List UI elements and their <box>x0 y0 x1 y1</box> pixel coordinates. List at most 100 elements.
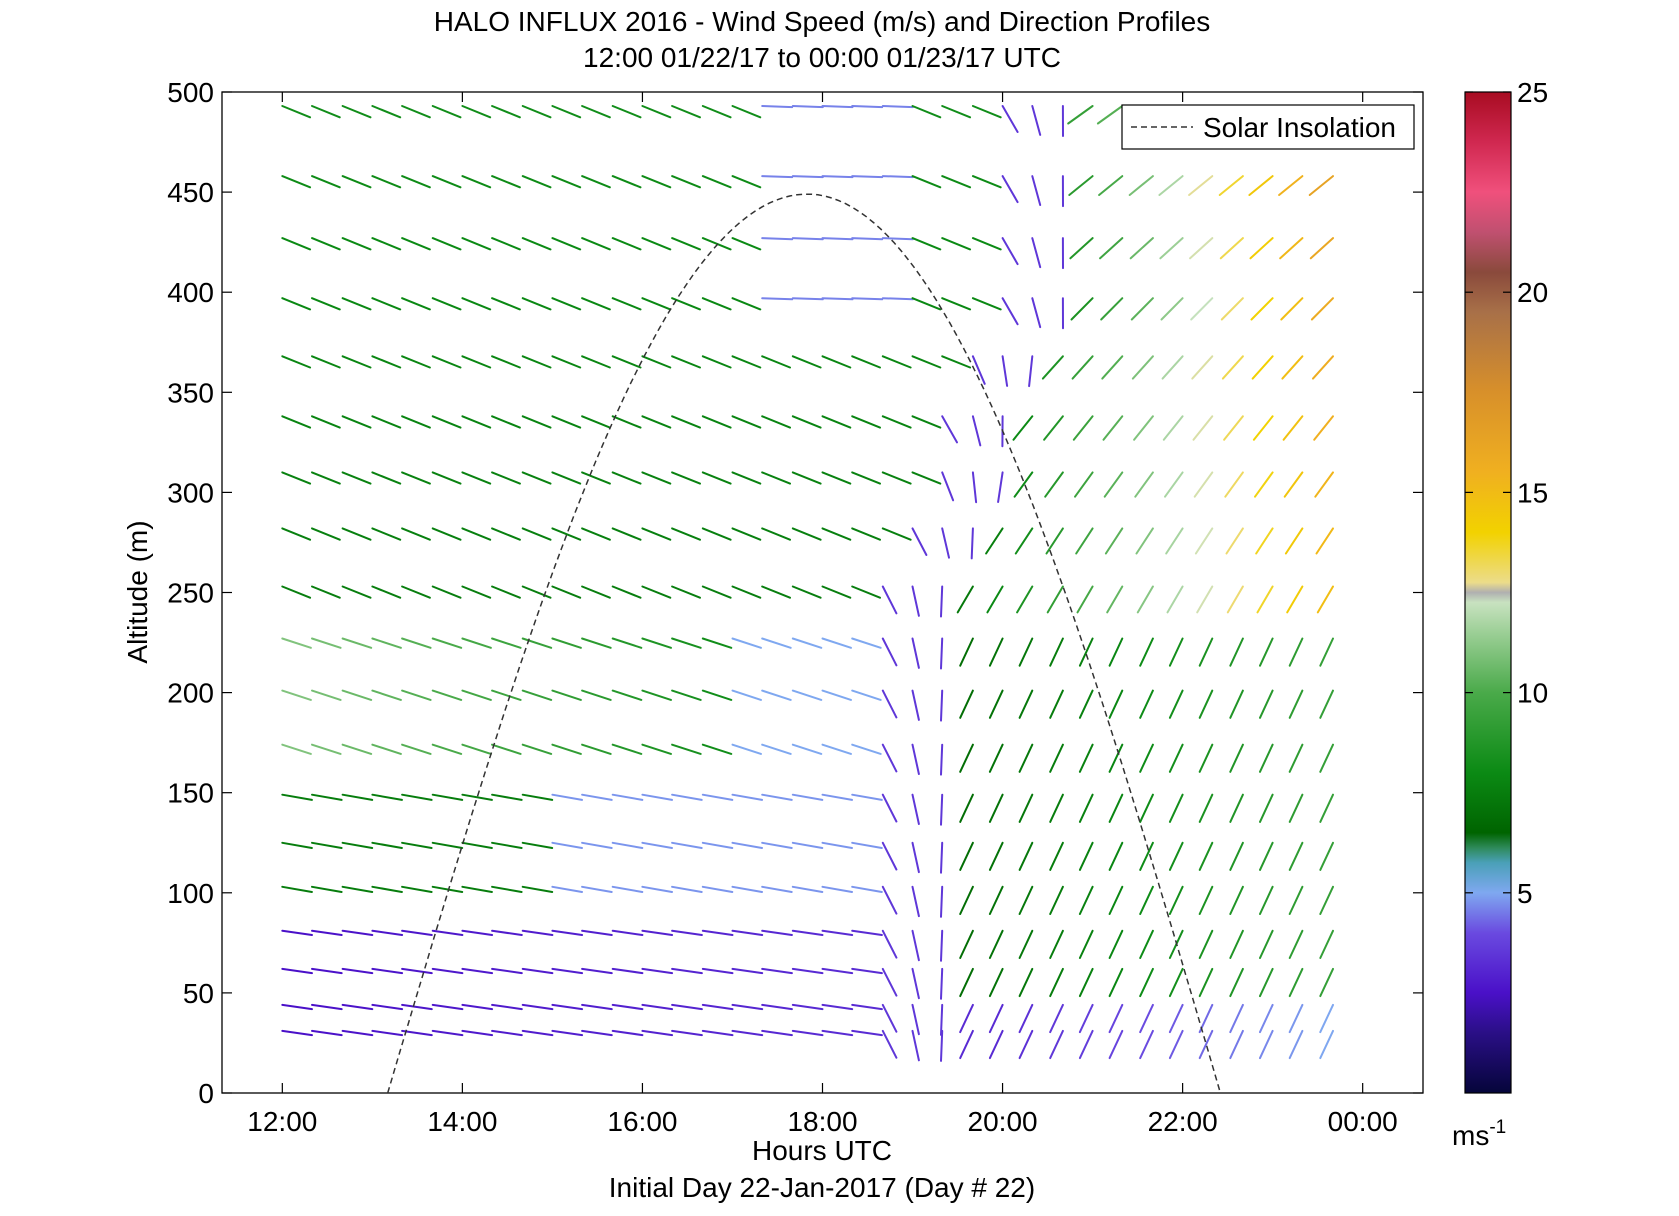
wind-arrow <box>791 885 824 893</box>
wind-arrow <box>791 415 822 429</box>
wind-arrow <box>821 585 852 599</box>
wind-arrow <box>491 297 521 311</box>
wind-arrow <box>791 175 824 179</box>
wind-arrow <box>761 415 791 429</box>
wind-arrow <box>1229 929 1244 959</box>
wind-arrow <box>1319 841 1334 871</box>
wind-arrow <box>371 885 403 893</box>
wind-arrow <box>821 637 852 649</box>
wind-arrow <box>701 527 732 541</box>
y-tick-label: 300 <box>167 477 214 508</box>
wind-arrow <box>731 585 762 599</box>
wind-vector-field <box>281 105 1334 1062</box>
wind-arrow <box>521 237 552 251</box>
wind-arrow <box>821 237 854 241</box>
wind-arrow <box>491 415 521 429</box>
wind-arrow <box>281 841 313 849</box>
wind-arrow <box>551 585 582 599</box>
wind-arrow <box>1108 793 1124 823</box>
wind-arrow <box>1319 1003 1334 1034</box>
wind-arrow <box>641 585 672 599</box>
wind-arrow <box>1001 355 1009 387</box>
wind-arrow <box>1259 841 1274 871</box>
wind-arrow <box>941 297 972 311</box>
wind-arrow <box>611 355 642 369</box>
x-tick-label: 18:00 <box>787 1106 857 1137</box>
wind-arrow <box>461 175 492 189</box>
wind-arrow <box>911 885 920 918</box>
wind-arrow <box>1018 885 1034 915</box>
wind-arrow <box>1139 743 1154 773</box>
wind-arrow <box>1129 237 1154 260</box>
wind-arrow <box>1312 355 1334 380</box>
wind-arrow <box>641 793 673 801</box>
wind-arrow <box>341 105 372 119</box>
wind-arrow <box>281 527 312 541</box>
wind-arrow <box>341 1029 374 1037</box>
wind-arrow <box>988 743 1004 773</box>
wind-arrow <box>371 471 402 485</box>
wind-arrow <box>851 967 883 975</box>
wind-arrow <box>611 297 642 311</box>
y-tick-label: 450 <box>167 177 214 208</box>
wind-arrow <box>521 415 552 429</box>
wind-arrow <box>731 743 762 755</box>
wind-arrow <box>1314 471 1334 498</box>
wind-arrow <box>988 841 1004 871</box>
colorbar-unit-label: ms-1 <box>1452 1117 1506 1151</box>
wind-arrow <box>491 105 521 119</box>
wind-arrow <box>461 471 492 485</box>
wind-arrow <box>1288 793 1304 823</box>
wind-arrow <box>1159 237 1184 260</box>
wind-arrow <box>431 105 462 119</box>
wind-arrow <box>281 105 312 119</box>
wind-arrow <box>911 237 942 251</box>
wind-arrow <box>1168 1003 1184 1034</box>
wind-arrow <box>371 415 402 429</box>
wind-arrow <box>311 841 343 849</box>
wind-arrow <box>401 743 432 755</box>
wind-arrow <box>461 585 492 599</box>
wind-arrow <box>521 885 554 893</box>
wind-arrow <box>881 689 898 719</box>
wind-arrow <box>401 841 433 849</box>
wind-arrow <box>1108 841 1124 871</box>
wind-arrow <box>1198 637 1214 667</box>
wind-arrow <box>611 793 644 801</box>
wind-arrow <box>941 471 955 502</box>
wind-arrow <box>1067 105 1094 125</box>
wind-arrow <box>988 929 1004 959</box>
wind-arrow <box>1168 637 1184 667</box>
wind-arrow <box>1134 471 1154 498</box>
wind-arrow <box>641 471 672 485</box>
wind-arrow <box>959 885 974 915</box>
wind-arrow <box>985 527 1004 555</box>
wind-arrow <box>431 689 463 701</box>
wind-arrow <box>491 743 522 755</box>
wind-arrow <box>611 105 642 119</box>
wind-arrow <box>1286 585 1304 614</box>
wind-arrow <box>731 237 762 251</box>
wind-arrow <box>341 415 372 429</box>
wind-arrow <box>881 175 914 179</box>
wind-arrow <box>941 237 972 251</box>
wind-arrow <box>1198 1029 1214 1060</box>
wind-arrow <box>311 967 343 975</box>
wind-arrow <box>1218 175 1244 196</box>
wind-arrow <box>761 637 792 649</box>
wind-arrow <box>791 793 824 801</box>
wind-arrow <box>1196 585 1214 614</box>
wind-arrow <box>821 841 853 849</box>
wind-arrow <box>371 929 404 936</box>
wind-arrow <box>959 1003 974 1034</box>
wind-arrow <box>940 841 944 874</box>
wind-arrow <box>341 637 373 649</box>
wind-arrow <box>1259 793 1274 823</box>
wind-arrow <box>1044 471 1064 498</box>
wind-arrow <box>341 585 372 599</box>
wind-arrow <box>401 237 431 251</box>
wind-arrow <box>491 527 521 541</box>
wind-arrow <box>1072 415 1094 441</box>
wind-arrow <box>986 585 1004 614</box>
wind-arrow <box>1098 175 1124 196</box>
